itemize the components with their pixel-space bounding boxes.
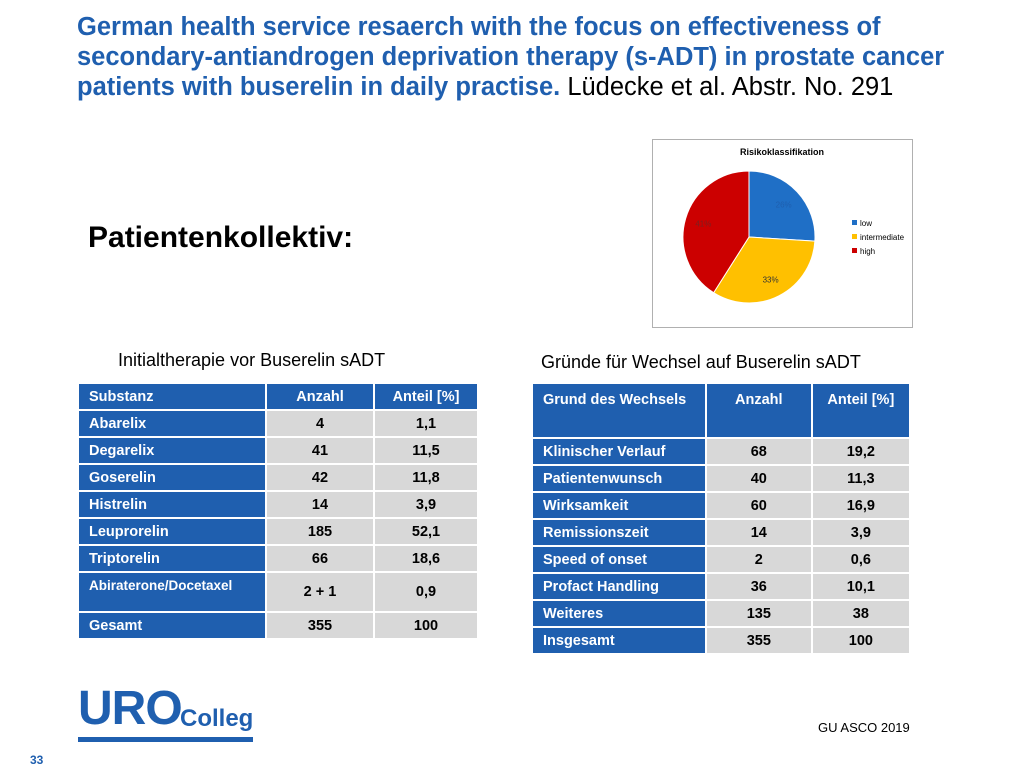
cell: Abarelix	[77, 409, 267, 438]
table-row: Speed of onset 2 0,6	[531, 545, 912, 574]
cell: 100	[810, 626, 912, 655]
cell: Triptorelin	[77, 544, 267, 573]
table-row: Gesamt 355 100	[77, 611, 479, 640]
cell: 11,5	[373, 436, 479, 465]
table-row: Histrelin 14 3,9	[77, 490, 479, 519]
table1-header-anzahl: Anzahl	[265, 382, 375, 411]
cell: Remissionszeit	[531, 518, 707, 547]
cell: Patientenwunsch	[531, 464, 707, 493]
cell: 4	[265, 409, 375, 438]
page-number: 33	[30, 753, 44, 767]
cell: Weiteres	[531, 599, 707, 628]
cell: 60	[704, 491, 813, 520]
cell: 66	[265, 544, 375, 573]
table-row: Remissionszeit 14 3,9	[531, 518, 912, 547]
pie-data-label: 26%	[776, 200, 792, 209]
cell: 18,6	[373, 544, 479, 573]
table-row: Abiraterone/Docetaxel 2 + 1 0,9	[77, 571, 479, 613]
table-row: Abarelix 4 1,1	[77, 409, 479, 438]
cell: 11,3	[810, 464, 912, 493]
cell: 355	[704, 626, 813, 655]
table1-header-substanz: Substanz	[77, 382, 267, 411]
cell: Degarelix	[77, 436, 267, 465]
table-row: Klinischer Verlauf 68 19,2	[531, 437, 912, 466]
cell: 1,1	[373, 409, 479, 438]
pie-data-label: 33%	[763, 275, 779, 284]
cell: 2	[704, 545, 813, 574]
table2-header-grund: Grund des Wechsels	[531, 382, 707, 439]
cell: 41	[265, 436, 375, 465]
cell: 355	[265, 611, 375, 640]
cell: Insgesamt	[531, 626, 707, 655]
table-row: Patientenwunsch 40 11,3	[531, 464, 912, 493]
cell: 36	[704, 572, 813, 601]
cell: Leuprorelin	[77, 517, 267, 546]
table-row: Weiteres 135 38	[531, 599, 912, 628]
legend-swatch-low	[852, 220, 857, 225]
cell: 10,1	[810, 572, 912, 601]
cell: Wirksamkeit	[531, 491, 707, 520]
table-row: Wirksamkeit 60 16,9	[531, 491, 912, 520]
title-text: German health service resaerch with the …	[77, 13, 945, 101]
initial-therapy-table: Substanz Anzahl Anteil [%] Abarelix 4 1,1 …	[77, 382, 479, 640]
cell: 68	[704, 437, 813, 466]
cell: 0,6	[810, 545, 912, 574]
cell: Goserelin	[77, 463, 267, 492]
cell: 3,9	[373, 490, 479, 519]
table2-header-anteil: Anteil [%]	[810, 382, 912, 439]
urocolleg-logo: URO Colleg	[78, 685, 278, 745]
table-row: Triptorelin 66 18,6	[77, 544, 479, 573]
source-label: GU ASCO 2019	[818, 720, 910, 735]
switch-reasons-table: Grund des Wechsels Anzahl Anteil [%] Kli…	[531, 382, 912, 655]
cell: 42	[265, 463, 375, 492]
legend-label-intermediate: intermediate	[860, 233, 905, 242]
pie-data-label: 41%	[695, 220, 711, 229]
logo-underline	[78, 737, 253, 742]
table-row: Insgesamt 355 100	[531, 626, 912, 655]
cell: Speed of onset	[531, 545, 707, 574]
cell: 14	[704, 518, 813, 547]
table2-caption: Gründe für Wechsel auf Buserelin sADT	[541, 352, 861, 372]
table-row: Goserelin 42 11,8	[77, 463, 479, 492]
cell: Klinischer Verlauf	[531, 437, 707, 466]
cell: 185	[265, 517, 375, 546]
risk-pie-chart: Risikoklassifikation 26% 33% 41% low intermed…	[652, 139, 913, 328]
cell: Gesamt	[77, 611, 267, 640]
table2-header-anzahl: Anzahl	[704, 382, 813, 439]
legend-label-high: high	[860, 247, 875, 256]
cell: Histrelin	[77, 490, 267, 519]
cell: 0,9	[373, 571, 479, 613]
cell: 52,1	[373, 517, 479, 546]
logo-uro-text: URO	[78, 682, 183, 735]
cell: Profact Handling	[531, 572, 707, 601]
cell: 3,9	[810, 518, 912, 547]
cell: 2 + 1	[265, 571, 375, 613]
pie-slice-low	[748, 170, 816, 242]
cell: Abiraterone/Docetaxel	[77, 571, 267, 613]
section-subtitle: Patientenkollektiv:	[88, 221, 354, 254]
legend-swatch-high	[852, 248, 857, 253]
table1-header-anteil: Anteil [%]	[373, 382, 479, 411]
cell: 100	[373, 611, 479, 640]
pie-svg: Risikoklassifikation 26% 33% 41% low intermed…	[682, 147, 905, 304]
table-row: Leuprorelin 185 52,1	[77, 517, 479, 546]
cell: 135	[704, 599, 813, 628]
cell: 40	[704, 464, 813, 493]
cell: 38	[810, 599, 912, 628]
cell: 16,9	[810, 491, 912, 520]
cell: 11,8	[373, 463, 479, 492]
legend-swatch-intermediate	[852, 234, 857, 239]
cell: 19,2	[810, 437, 912, 466]
table1-caption: Initialtherapie vor Buserelin sADT	[118, 350, 386, 370]
pie-slice-high	[682, 170, 750, 294]
legend-label-low: low	[860, 219, 872, 228]
table-row: Profact Handling 36 10,1	[531, 572, 912, 601]
table-row: Degarelix 41 11,5	[77, 436, 479, 465]
chart-title: Risikoklassifikation	[740, 147, 824, 157]
slide-title: German health service resaerch with the …	[77, 12, 957, 102]
logo-colleg-text: Colleg	[180, 705, 254, 732]
cell: 14	[265, 490, 375, 519]
title-authors: Lüdecke et al. Abstr. No. 291	[567, 73, 894, 101]
